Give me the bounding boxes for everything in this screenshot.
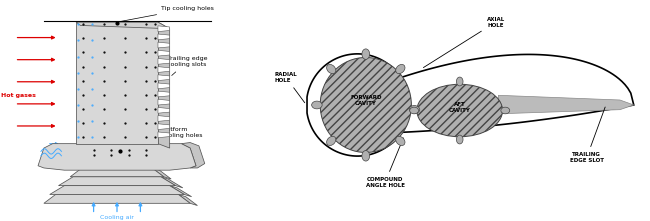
- Polygon shape: [181, 143, 205, 168]
- Polygon shape: [44, 194, 190, 203]
- Polygon shape: [76, 22, 158, 144]
- Polygon shape: [76, 22, 170, 29]
- Text: TRAILING
EDGE SLOT: TRAILING EDGE SLOT: [570, 107, 605, 163]
- Ellipse shape: [410, 107, 419, 114]
- Polygon shape: [178, 194, 198, 206]
- Text: FORWARD
CAVITY: FORWARD CAVITY: [350, 95, 382, 106]
- Text: AFT
CAVITY: AFT CAVITY: [448, 102, 471, 113]
- Polygon shape: [58, 177, 176, 186]
- Text: AXIAL
HOLE: AXIAL HOLE: [423, 17, 505, 68]
- Polygon shape: [307, 54, 634, 156]
- Ellipse shape: [456, 135, 463, 144]
- Polygon shape: [158, 22, 170, 148]
- Text: Platform
cooling holes: Platform cooling holes: [123, 127, 202, 151]
- Polygon shape: [158, 59, 170, 64]
- Text: Cooling air: Cooling air: [100, 215, 134, 220]
- Polygon shape: [49, 186, 185, 194]
- Polygon shape: [170, 186, 192, 197]
- Polygon shape: [158, 34, 170, 40]
- Polygon shape: [158, 75, 170, 81]
- Polygon shape: [38, 144, 196, 170]
- Polygon shape: [158, 50, 170, 56]
- Text: Hot gases: Hot gases: [1, 93, 36, 97]
- Polygon shape: [158, 26, 170, 32]
- Polygon shape: [158, 116, 170, 121]
- Ellipse shape: [410, 105, 420, 113]
- Polygon shape: [158, 42, 170, 48]
- Polygon shape: [158, 107, 170, 113]
- Polygon shape: [158, 99, 170, 105]
- Ellipse shape: [501, 107, 510, 114]
- Polygon shape: [158, 132, 170, 138]
- Text: RADIAL
HOLE: RADIAL HOLE: [274, 72, 305, 103]
- Polygon shape: [70, 168, 164, 177]
- Text: Trailing edge
cooling slots: Trailing edge cooling slots: [166, 57, 207, 76]
- Ellipse shape: [326, 136, 336, 145]
- Polygon shape: [158, 83, 170, 89]
- Text: COMPOUND
ANGLE HOLE: COMPOUND ANGLE HOLE: [365, 138, 404, 188]
- Ellipse shape: [417, 84, 502, 137]
- Polygon shape: [152, 168, 171, 179]
- Ellipse shape: [396, 136, 405, 145]
- Polygon shape: [158, 91, 170, 97]
- Ellipse shape: [362, 151, 370, 161]
- Ellipse shape: [311, 101, 322, 109]
- Text: Tip cooling holes: Tip cooling holes: [120, 6, 214, 22]
- Polygon shape: [499, 95, 634, 114]
- Polygon shape: [158, 67, 170, 72]
- Polygon shape: [158, 124, 170, 130]
- Ellipse shape: [326, 65, 336, 74]
- Polygon shape: [161, 177, 183, 188]
- Ellipse shape: [320, 57, 411, 152]
- Ellipse shape: [362, 49, 370, 59]
- Ellipse shape: [396, 65, 405, 74]
- Ellipse shape: [456, 77, 463, 86]
